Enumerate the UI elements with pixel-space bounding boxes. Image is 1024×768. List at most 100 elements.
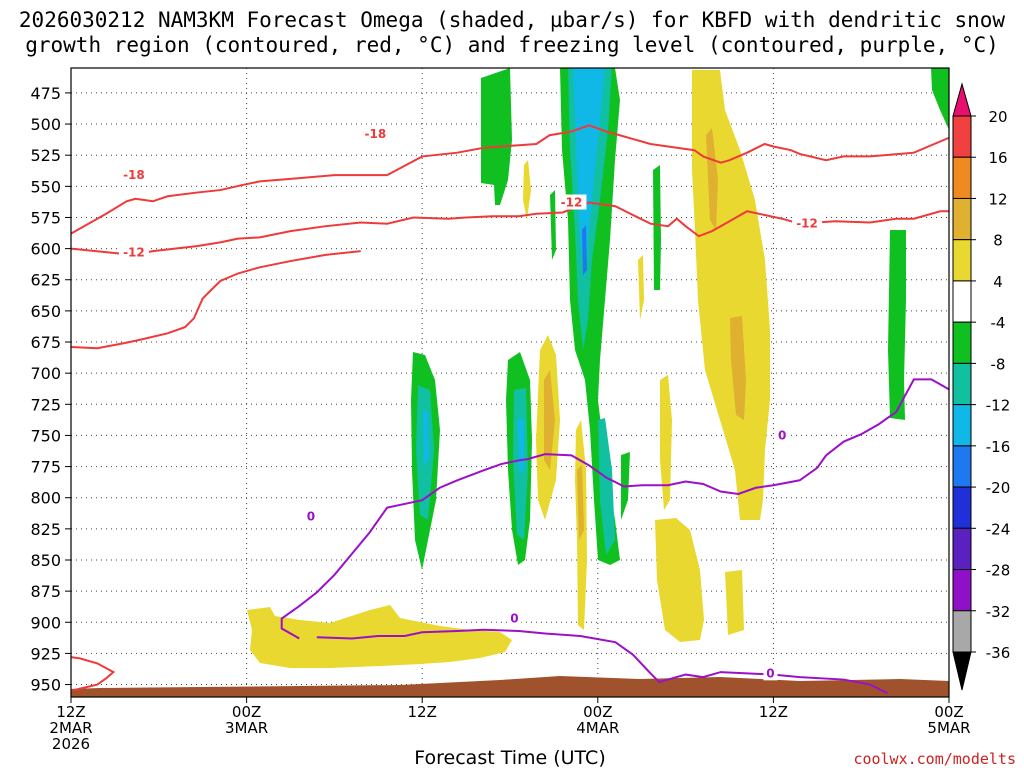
colorbar-segment bbox=[952, 527, 972, 571]
contour-label-bg bbox=[118, 244, 149, 260]
colorbar-label: 20 bbox=[988, 108, 1007, 126]
y-tick-label: 800 bbox=[30, 489, 61, 508]
y-axis-ticks: 475 500 525 550 575 600 625 650 675 700 725 750 775 8… bbox=[30, 84, 71, 695]
chart-title-line-2: growth region (contoured, red, °C) and f… bbox=[25, 33, 999, 57]
omega-region-yellow-small bbox=[523, 160, 531, 220]
omega-region-orange-east-upper bbox=[706, 128, 718, 230]
colorbar-label: 16 bbox=[988, 149, 1007, 167]
contour-label-bg bbox=[360, 126, 391, 142]
y-tick-label: 825 bbox=[30, 520, 61, 539]
omega-region-yellow-mid bbox=[660, 375, 672, 510]
colorbar-segment bbox=[952, 115, 972, 158]
colorbar-segment bbox=[952, 197, 972, 241]
contour-label: -12 bbox=[123, 245, 145, 259]
contour-label-bg bbox=[763, 665, 778, 681]
omega-region-yellow-lower-east bbox=[655, 518, 704, 642]
y-tick-label: 500 bbox=[30, 115, 61, 134]
y-tick-label: 475 bbox=[30, 84, 61, 103]
x-tick-label: 4MAR bbox=[576, 719, 619, 737]
omega-region-orange-east-mid bbox=[730, 316, 746, 420]
colorbar-segment bbox=[952, 156, 972, 199]
x-tick-label: 00Z bbox=[232, 703, 261, 721]
colorbar-segment bbox=[952, 610, 972, 653]
omega-region-cyan-central bbox=[573, 68, 605, 280]
y-tick-label: 625 bbox=[30, 271, 61, 290]
colorbar-segment bbox=[952, 404, 972, 447]
x-tick-label: 3MAR bbox=[225, 719, 268, 737]
colorbar-segment bbox=[952, 362, 972, 406]
colorbar-segment bbox=[952, 321, 972, 364]
y-tick-label: 900 bbox=[30, 613, 61, 632]
contour-label: 0 bbox=[778, 428, 786, 442]
colorbar-label: -24 bbox=[986, 520, 1011, 538]
y-tick-label: 700 bbox=[30, 364, 61, 383]
colorbar-label: -36 bbox=[986, 644, 1011, 662]
contour-label: -12 bbox=[796, 217, 818, 231]
omega-shading bbox=[247, 68, 949, 668]
x-tick-label: 2MAR bbox=[49, 719, 92, 737]
omega-region-green-thin-a bbox=[653, 165, 661, 290]
colorbar-label: -16 bbox=[986, 438, 1011, 456]
colorbar-label: -4 bbox=[991, 314, 1006, 332]
colorbar-segment bbox=[952, 239, 972, 282]
y-tick-label: 775 bbox=[30, 458, 61, 477]
colorbar-segment bbox=[952, 486, 972, 529]
colorbar-label: 4 bbox=[993, 273, 1003, 291]
y-tick-label: 550 bbox=[30, 177, 61, 196]
colorbar-label: 12 bbox=[988, 190, 1007, 208]
contour-label: 0 bbox=[766, 666, 774, 680]
contour-label-bg bbox=[507, 610, 522, 626]
omega-region-blue-core bbox=[582, 225, 587, 275]
y-tick-label: 750 bbox=[30, 426, 61, 445]
y-tick-label: 875 bbox=[30, 582, 61, 601]
y-tick-label: 575 bbox=[30, 208, 61, 227]
chart-title-line-1: 2026030212 NAM3KM Forecast Omega (shaded… bbox=[19, 8, 1006, 32]
y-tick-label: 650 bbox=[30, 302, 61, 321]
colorbar-label: 8 bbox=[993, 232, 1003, 250]
colorbar: 20 16 12 8 4 -4 -8 -12 -16 -20 -24 -28 -32 -36 bbox=[952, 82, 1011, 691]
contour-label: -12 bbox=[561, 196, 583, 210]
x-tick-label: 2026 bbox=[52, 735, 90, 753]
omega-region-yellow-thin bbox=[638, 255, 644, 320]
x-axis-title: Forecast Time (UTC) bbox=[414, 747, 605, 768]
terrain-surface bbox=[71, 676, 949, 697]
colorbar-segment bbox=[952, 569, 972, 612]
contour-label: 0 bbox=[307, 509, 315, 523]
freezing-level-corner-contour bbox=[70, 656, 116, 692]
isotherm-minus18-contour bbox=[70, 124, 950, 235]
y-tick-label: 850 bbox=[30, 551, 61, 570]
x-tick-label: 00Z bbox=[583, 703, 612, 721]
contour-label-bg bbox=[775, 427, 790, 443]
omega-region-cyan-mid bbox=[518, 418, 524, 472]
contour-label: -18 bbox=[365, 127, 387, 141]
y-tick-label: 950 bbox=[30, 676, 61, 695]
colorbar-label: -8 bbox=[991, 355, 1006, 373]
plot-frame bbox=[70, 67, 950, 698]
omega-region-green-corner bbox=[931, 68, 949, 130]
x-tick-label: 5MAR bbox=[927, 719, 970, 737]
y-tick-label: 525 bbox=[30, 146, 61, 165]
contour-label-bg bbox=[303, 508, 318, 524]
contour-label-bg bbox=[556, 194, 587, 210]
contour-labels: -18 -18 -12 -12 -12 0 0 0 0 bbox=[118, 126, 823, 681]
freezing-level-contour bbox=[280, 378, 950, 640]
x-tick-label: 12Z bbox=[56, 703, 85, 721]
y-tick-label: 675 bbox=[30, 333, 61, 352]
colorbar-segment bbox=[952, 280, 972, 323]
colorbar-segment bbox=[952, 445, 972, 488]
y-tick-label: 925 bbox=[30, 644, 61, 663]
omega-region-orange-strip bbox=[577, 465, 584, 540]
contour-label-bg bbox=[118, 167, 149, 183]
colorbar-top-arrow bbox=[952, 82, 972, 117]
colorbar-bottom-arrow bbox=[952, 651, 972, 691]
contour-label-bg bbox=[792, 215, 823, 231]
omega-region-green-upper-left bbox=[481, 68, 512, 205]
omega-region-cyan-left bbox=[423, 410, 429, 465]
x-tick-label: 00Z bbox=[934, 703, 963, 721]
x-tick-label: 12Z bbox=[408, 703, 437, 721]
isotherm-minus12-left-contour bbox=[70, 250, 361, 350]
omega-region-teal-lower bbox=[598, 418, 615, 555]
credit-text: coolwx.com/modelts bbox=[853, 750, 1016, 768]
